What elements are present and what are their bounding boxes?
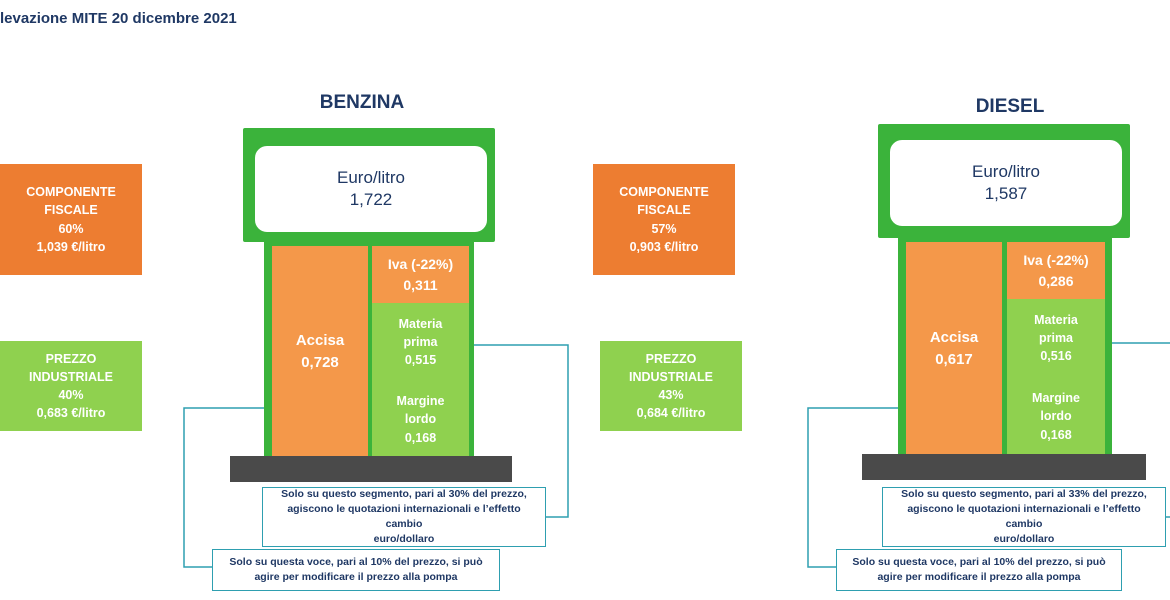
benzina-prezzo-industriale-box: PREZZO INDUSTRIALE 40% 0,683 €/litro — [0, 341, 142, 431]
diesel-accisa-segment: Accisa 0,617 — [906, 242, 1002, 456]
diesel-pi-value: 0,684 €/litro — [636, 406, 706, 421]
diesel-iva-label: Iva (-22%) — [1023, 252, 1089, 269]
benzina-accisa-label: Accisa — [295, 332, 345, 350]
benzina-iva-segment: Iva (-22%) 0,311 — [372, 246, 469, 303]
benzina-iva-label: Iva (-22%) — [387, 256, 454, 273]
benzina-pi-value: 0,683 €/litro — [36, 406, 106, 421]
diesel-pi-percent: 43% — [658, 388, 684, 402]
diesel-pump-base — [862, 454, 1146, 480]
diesel-ml-line1: Margine — [1032, 391, 1080, 406]
diesel-title: DIESEL — [975, 96, 1045, 117]
benzina-title: BENZINA — [319, 92, 405, 113]
benzina-mp-line2: prima — [403, 334, 438, 349]
benzina-materia-prima-segment: Materia prima 0,515 — [372, 303, 469, 381]
diesel-cf-line1: COMPONENTE — [619, 185, 709, 200]
diesel-nq-line3: euro/dollaro — [993, 533, 1055, 546]
diesel-iva-segment: Iva (-22%) 0,286 — [1007, 242, 1105, 299]
benzina-cf-value: 1,039 €/litro — [36, 239, 106, 254]
benzina-pump-head: Euro/litro 1,722 — [243, 128, 495, 242]
diesel-accisa-label: Accisa — [929, 329, 979, 347]
diesel-accisa-value: 0,617 — [935, 351, 973, 368]
benzina-note-quotazioni: Solo su questo segmento, pari al 30% del… — [262, 487, 546, 547]
benzina-accisa-value: 0,728 — [301, 354, 339, 371]
benzina-cf-percent: 60% — [58, 221, 84, 236]
benzina-nq-line2: agiscono le quotazioni internazionali e … — [287, 502, 521, 530]
benzina-materia-connector — [450, 344, 569, 518]
diesel-mp-value: 0,516 — [1040, 349, 1072, 364]
diesel-cf-percent: 57% — [651, 221, 677, 236]
benzina-ml-line1: Margine — [396, 394, 445, 409]
benzina-note-margine: Solo su questa voce, pari al 10% del pre… — [212, 549, 500, 591]
diesel-componente-fiscale-box: COMPONENTE FISCALE 57% 0,903 €/litro — [593, 164, 735, 275]
benzina-mp-value: 0,515 — [404, 353, 437, 368]
benzina-cf-line1: COMPONENTE — [26, 185, 116, 200]
diesel-nq-line2: agiscono le quotazioni internazionali e … — [907, 502, 1141, 530]
diesel-price-screen: Euro/litro 1,587 — [888, 138, 1124, 228]
benzina-componente-fiscale-box: COMPONENTE FISCALE 60% 1,039 €/litro — [0, 164, 142, 275]
benzina-nm-line2: agire per modificare il prezzo alla pomp… — [254, 571, 458, 583]
benzina-mp-line1: Materia — [398, 316, 443, 331]
diesel-pi-line1: PREZZO — [645, 351, 697, 366]
diesel-materia-prima-segment: Materia prima 0,516 — [1007, 299, 1105, 377]
benzina-pump-base — [230, 456, 512, 482]
benzina-screen-price: 1,722 — [349, 190, 393, 209]
diesel-ml-value: 0,168 — [1040, 427, 1072, 442]
benzina-screen-unit: Euro/litro — [336, 167, 406, 187]
benzina-pi-line2: INDUSTRIALE — [28, 369, 114, 384]
benzina-ml-value: 0,168 — [404, 430, 437, 445]
diesel-iva-value: 0,286 — [1038, 272, 1074, 289]
benzina-price-screen: Euro/litro 1,722 — [253, 144, 489, 234]
diesel-prezzo-industriale-box: PREZZO INDUSTRIALE 43% 0,684 €/litro — [600, 341, 742, 431]
diesel-screen-price: 1,587 — [984, 184, 1028, 203]
benzina-pi-percent: 40% — [58, 388, 84, 402]
benzina-iva-value: 0,311 — [403, 276, 438, 293]
diesel-nq-line1: Solo su questo segmento, pari al 33% del… — [901, 487, 1147, 500]
diesel-screen-unit: Euro/litro — [971, 161, 1041, 181]
benzina-pi-line1: PREZZO — [45, 351, 97, 366]
benzina-nq-line3: euro/dollaro — [373, 533, 435, 546]
diesel-note-quotazioni: Solo su questo segmento, pari al 33% del… — [882, 487, 1166, 547]
benzina-accisa-segment: Accisa 0,728 — [272, 246, 368, 458]
benzina-ml-line2: lordo — [404, 412, 437, 427]
diesel-ml-line2: lordo — [1040, 409, 1072, 424]
benzina-margine-lordo-segment: Margine lordo 0,168 — [372, 381, 469, 458]
diesel-nm-line2: agire per modificare il prezzo alla pomp… — [877, 571, 1081, 583]
diesel-cf-value: 0,903 €/litro — [629, 239, 699, 254]
diesel-note-margine: Solo su questa voce, pari al 10% del pre… — [836, 549, 1122, 591]
diesel-nm-line1: Solo su questa voce, pari al 10% del pre… — [852, 555, 1106, 568]
benzina-cf-line2: FISCALE — [44, 203, 98, 218]
page-header: levazione MITE 20 dicembre 2021 — [0, 10, 237, 27]
diesel-mp-line2: prima — [1038, 330, 1074, 345]
diesel-margine-lordo-segment: Margine lordo 0,168 — [1007, 377, 1105, 456]
diesel-mp-line1: Materia — [1034, 312, 1078, 327]
benzina-nm-line1: Solo su questa voce, pari al 10% del pre… — [229, 555, 483, 568]
diesel-pump-head: Euro/litro 1,587 — [878, 124, 1130, 238]
benzina-nq-line1: Solo su questo segmento, pari al 30% del… — [281, 487, 527, 500]
diesel-cf-line2: FISCALE — [637, 203, 691, 218]
diesel-pi-line2: INDUSTRIALE — [628, 369, 714, 384]
